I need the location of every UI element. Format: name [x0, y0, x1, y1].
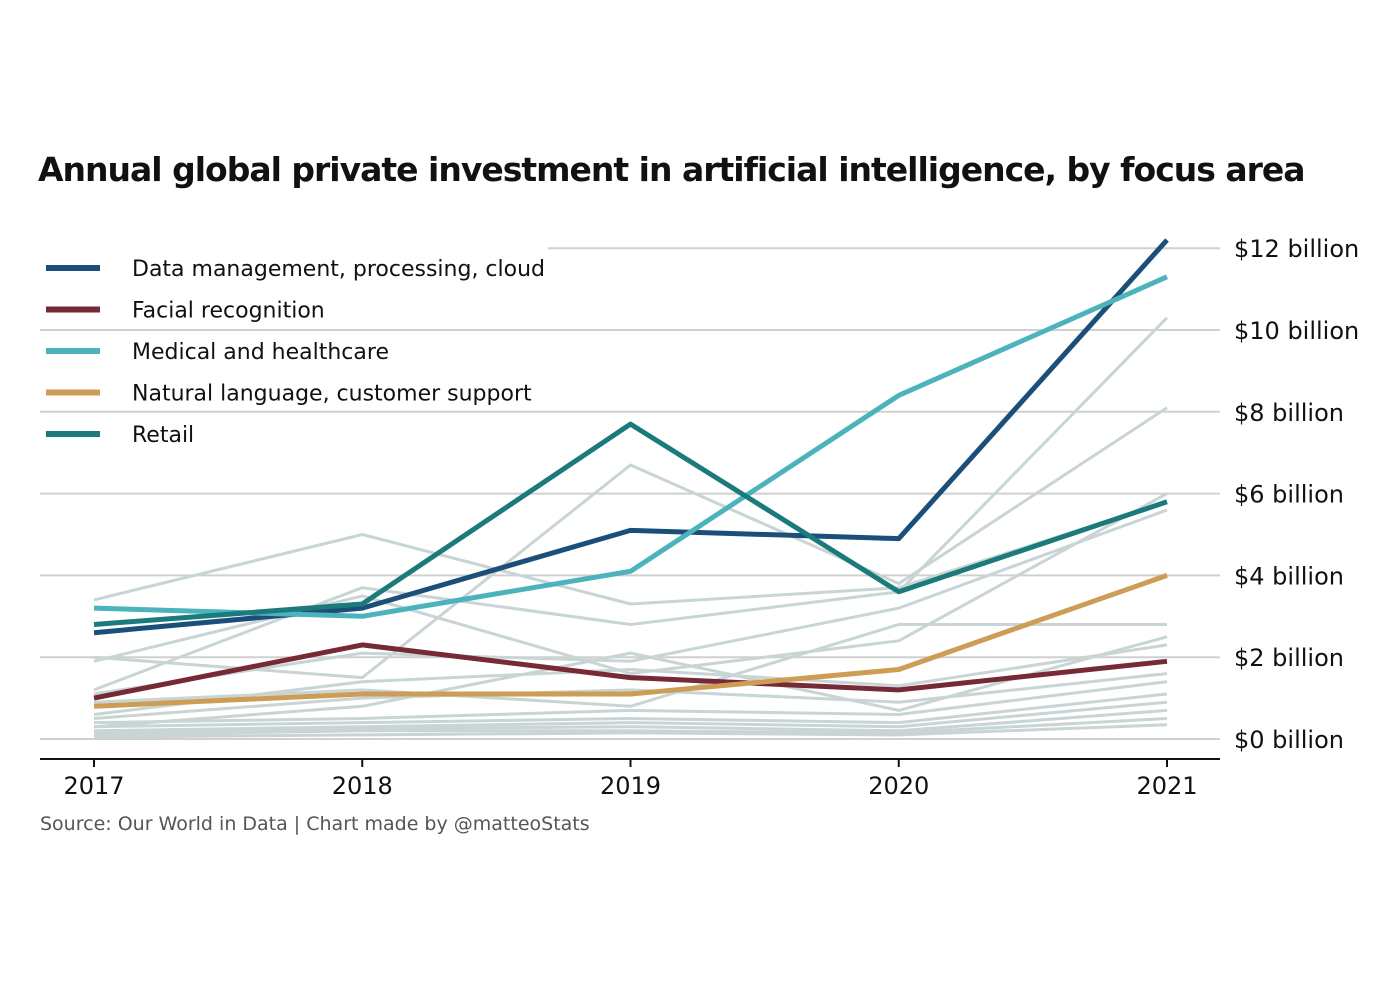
- chart-source: Source: Our World in Data | Chart made b…: [40, 813, 590, 835]
- background-series: [93, 316, 1169, 739]
- background-series-line: [93, 708, 1168, 735]
- legend-label: Retail: [132, 423, 194, 448]
- background-series-line: [93, 700, 1168, 733]
- y-tick-label: $8 billion: [1234, 399, 1344, 427]
- legend-label: Medical and healthcare: [132, 340, 389, 365]
- legend: Data management, processing, cloud Facial…: [46, 257, 545, 448]
- x-tick-label: 2021: [1136, 772, 1197, 800]
- background-series-line: [93, 635, 1168, 729]
- series-line: [93, 274, 1169, 619]
- background-series-line: [93, 717, 1168, 737]
- series-line: [93, 573, 1168, 709]
- y-tick-label: $2 billion: [1234, 644, 1344, 672]
- y-tick-label: $10 billion: [1234, 317, 1359, 345]
- y-tick-label: $12 billion: [1234, 235, 1359, 263]
- series-line: [93, 421, 1168, 627]
- y-tick-label: $0 billion: [1234, 726, 1344, 754]
- background-series-line: [93, 692, 1168, 729]
- background-series-line: [93, 680, 1168, 725]
- background-series-line: [93, 500, 1168, 606]
- y-axis-ticks: $0 billion $2 billion $4 billion $6 billion…: [1234, 235, 1359, 754]
- chart-title: Annual global private investment in arti…: [38, 150, 1306, 189]
- highlighted-series: [93, 238, 1169, 709]
- background-series-line: [93, 316, 1169, 692]
- legend-label: Data management, processing, cloud: [132, 257, 545, 282]
- y-tick-label: $6 billion: [1234, 481, 1344, 509]
- background-series-line: [93, 643, 1168, 716]
- x-tick-label: 2020: [868, 772, 929, 800]
- background-series-line: [93, 723, 1168, 739]
- y-tick-label: $4 billion: [1234, 562, 1344, 590]
- x-tick-label: 2018: [332, 772, 393, 800]
- series-line: [93, 238, 1169, 636]
- grid-lines: [40, 247, 1220, 740]
- legend-label: Natural language, customer support: [132, 382, 532, 407]
- background-series-line: [93, 672, 1168, 720]
- background-series-line: [93, 508, 1168, 696]
- x-tick-label: 2019: [600, 772, 661, 800]
- x-tick-label: 2017: [63, 772, 124, 800]
- background-series-line: [93, 492, 1168, 676]
- series-line: [93, 642, 1168, 701]
- background-series-line: [93, 406, 1168, 680]
- x-axis: 2017 2018 2019 2020 2021: [40, 758, 1220, 800]
- legend-label: Facial recognition: [132, 299, 325, 324]
